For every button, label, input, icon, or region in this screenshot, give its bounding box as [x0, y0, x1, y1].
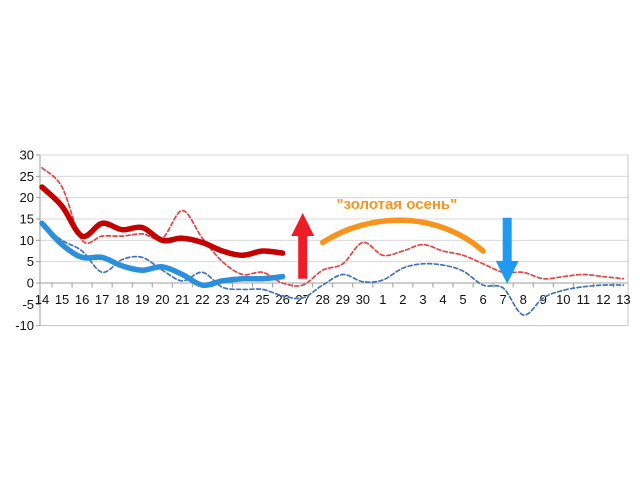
x-tick-label: 3 — [419, 292, 426, 307]
x-tick-label: 25 — [255, 292, 269, 307]
y-tick-label: 0 — [27, 276, 34, 291]
x-tick-label: 1 — [379, 292, 386, 307]
y-tick-label: -5 — [22, 297, 34, 312]
x-tick-label: 15 — [55, 292, 69, 307]
x-tick-label: 28 — [315, 292, 329, 307]
y-tick-label: 5 — [27, 254, 34, 269]
x-tick-label: 10 — [556, 292, 570, 307]
x-tick-label: 29 — [336, 292, 350, 307]
x-tick-label: 13 — [616, 292, 630, 307]
x-tick-label: 8 — [520, 292, 527, 307]
x-tick-label: 20 — [155, 292, 169, 307]
x-tick-label: 11 — [577, 292, 591, 307]
x-tick-label: 22 — [195, 292, 209, 307]
blue-solid-line — [39, 220, 286, 289]
y-tick-label: 30 — [20, 148, 34, 163]
red-solid-line — [39, 184, 286, 259]
x-tick-label: 2 — [399, 292, 406, 307]
x-tick-label: 4 — [439, 292, 446, 307]
x-tick-label: 30 — [356, 292, 370, 307]
blue-dashed-line — [41, 224, 625, 316]
y-tick-label: -10 — [15, 318, 34, 333]
gridlines — [36, 154, 629, 327]
data-series — [39, 166, 625, 316]
red-dashed-line — [41, 166, 625, 287]
golden-autumn-label: "золотая осень" — [337, 196, 458, 213]
golden-autumn-arc — [319, 217, 486, 254]
x-tick-label: 9 — [540, 292, 547, 307]
x-tick-label: 12 — [596, 292, 610, 307]
x-tick-label: 21 — [175, 292, 189, 307]
x-tick-label: 19 — [135, 292, 149, 307]
x-tick-label: 24 — [235, 292, 249, 307]
x-tick-label: 27 — [295, 292, 309, 307]
y-tick-label: 15 — [20, 212, 34, 227]
y-tick-label: 20 — [20, 190, 34, 205]
x-tick-label: 14 — [35, 292, 49, 307]
down-arrow — [495, 217, 519, 284]
x-tick-label: 16 — [75, 292, 89, 307]
x-tick-label: 17 — [95, 292, 109, 307]
y-tick-label: 10 — [20, 233, 34, 248]
x-tick-label: 18 — [115, 292, 129, 307]
x-tick-label: 26 — [275, 292, 289, 307]
x-tick-label: 6 — [479, 292, 486, 307]
y-tick-label: 25 — [20, 169, 34, 184]
up-arrow — [291, 213, 315, 279]
annotations: "золотая осень" — [291, 196, 519, 284]
x-tick-label: 23 — [215, 292, 229, 307]
x-tick-label: 7 — [500, 292, 507, 307]
x-tick-label: 5 — [459, 292, 466, 307]
